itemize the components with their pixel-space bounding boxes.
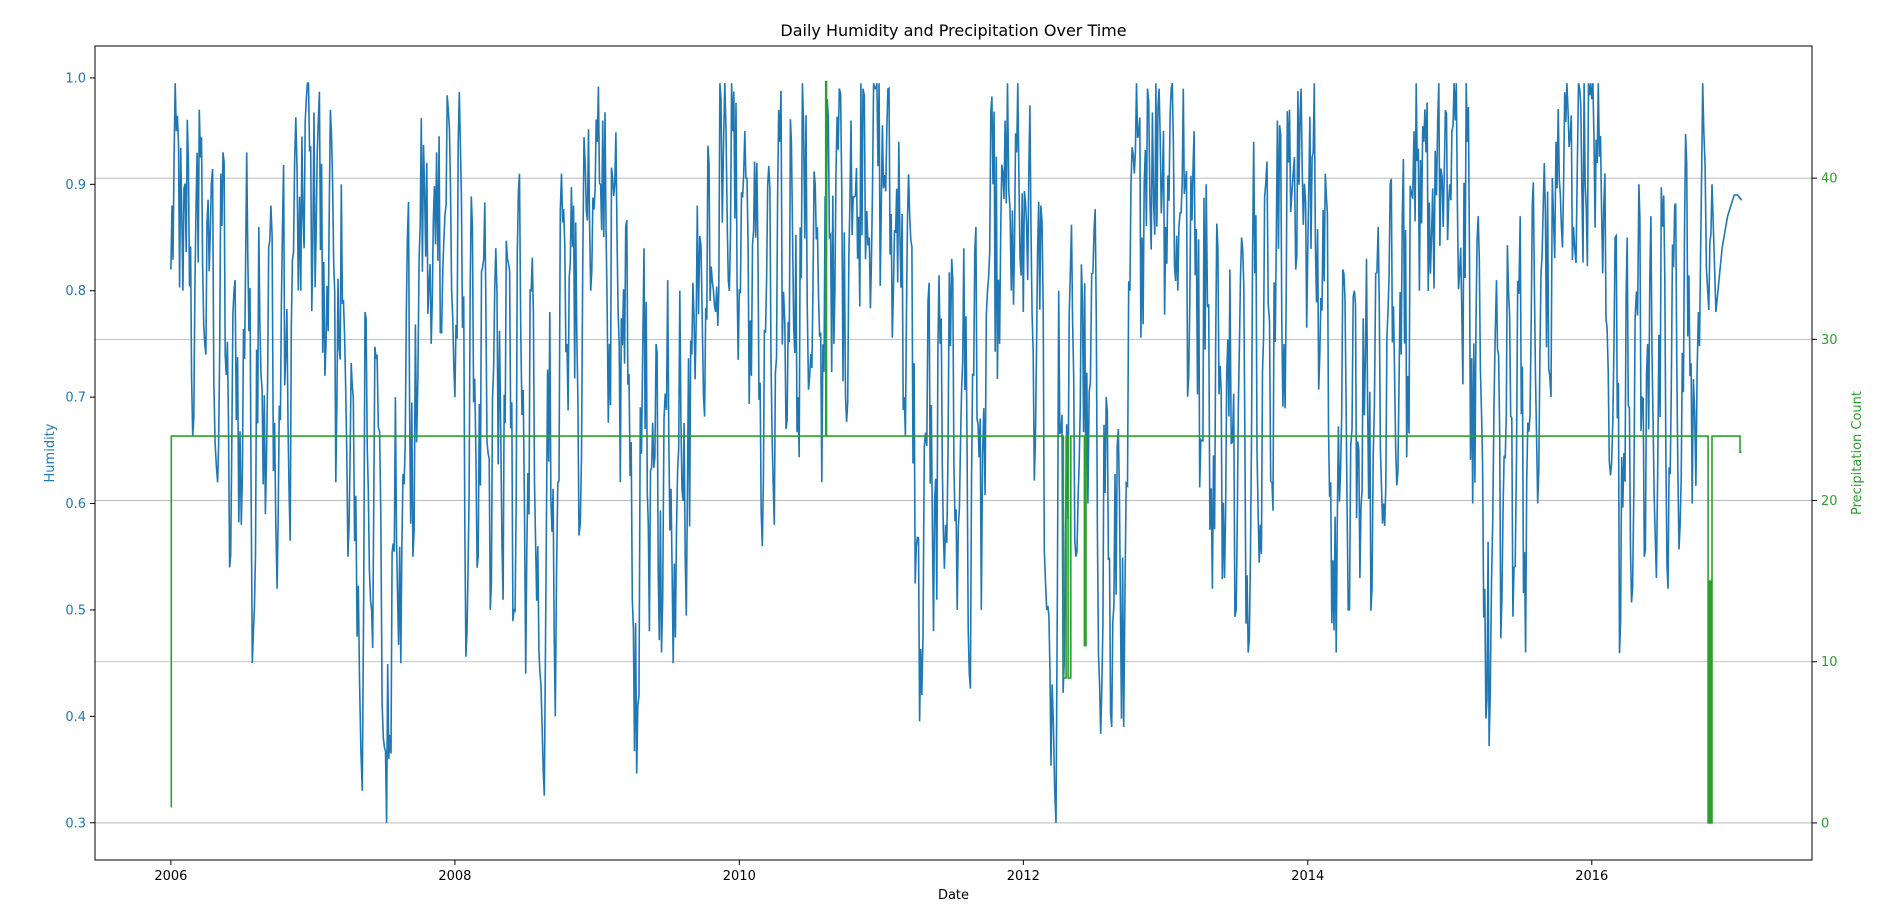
x-tick-label: 2012 — [1007, 869, 1040, 884]
plot-frame — [94, 45, 1813, 861]
gridlines — [95, 177, 1812, 824]
x-tick-label: 2008 — [438, 869, 471, 884]
x-tick-label: 2010 — [723, 869, 756, 884]
y-left-tick-label: 1.0 — [65, 71, 86, 86]
y-right-tick-label: 0 — [1821, 816, 1829, 831]
y-left-tick-label: 0.4 — [65, 710, 86, 725]
x-tick-label: 2016 — [1575, 869, 1608, 884]
y-left-tick-label: 0.6 — [65, 497, 86, 512]
y-right-axis-ticks: 0 10 20 30 40 — [1812, 172, 1838, 831]
y-right-tick-label: 40 — [1821, 172, 1838, 187]
y-right-tick-label: 20 — [1821, 494, 1838, 509]
x-axis-label: Date — [938, 888, 969, 903]
humidity-series-line — [170, 82, 1743, 823]
y-right-tick-label: 30 — [1821, 333, 1838, 348]
y-left-tick-label: 0.7 — [65, 391, 86, 406]
y-right-axis-label: Precipitation Count — [1850, 391, 1865, 515]
x-tick-label: 2006 — [154, 869, 187, 884]
y-left-tick-label: 0.8 — [65, 284, 86, 299]
y-left-tick-label: 0.3 — [65, 816, 86, 831]
series-layer — [170, 80, 1743, 824]
y-left-tick-label: 0.5 — [65, 603, 86, 618]
precipitation-series-line — [170, 80, 1742, 824]
chart-title: Daily Humidity and Precipitation Over Ti… — [780, 21, 1126, 40]
y-left-axis-ticks: 0.3 0.4 0.5 0.6 0.7 0.8 0.9 1.0 — [65, 71, 95, 831]
y-right-tick-label: 10 — [1821, 655, 1838, 670]
y-left-tick-label: 0.9 — [65, 178, 86, 193]
x-tick-label: 2014 — [1291, 869, 1324, 884]
x-axis-ticks: 2006 2008 2010 2012 2014 2016 — [154, 860, 1608, 884]
y-left-axis-label: Humidity — [43, 423, 58, 482]
